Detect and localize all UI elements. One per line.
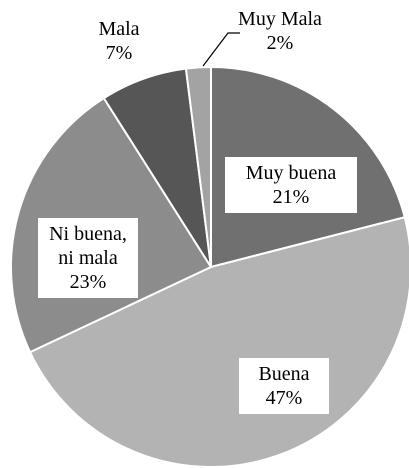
value-label: 21% [272, 186, 310, 208]
slice-label: Muy buena 21% [225, 157, 357, 213]
category-name: Muy buena [245, 162, 337, 184]
value-label: 23% [69, 271, 107, 293]
category-name: Buena [258, 363, 310, 385]
slice-label: Ni buena, ni mala 23% [38, 218, 138, 298]
slice-label: Mala 7% [84, 17, 154, 65]
value-label: 7% [105, 42, 133, 64]
slice-label: Buena 47% [239, 358, 329, 414]
value-label: 47% [265, 387, 303, 409]
category-name: Muy Mala [238, 8, 322, 30]
pie-slice [184, 65, 212, 268]
category-name: Mala [98, 18, 140, 40]
slice-label: Muy Mala 2% [230, 7, 330, 55]
value-label: 2% [266, 32, 294, 54]
leader-line [202, 32, 240, 67]
category-name: Ni buena, ni mala [49, 223, 127, 269]
